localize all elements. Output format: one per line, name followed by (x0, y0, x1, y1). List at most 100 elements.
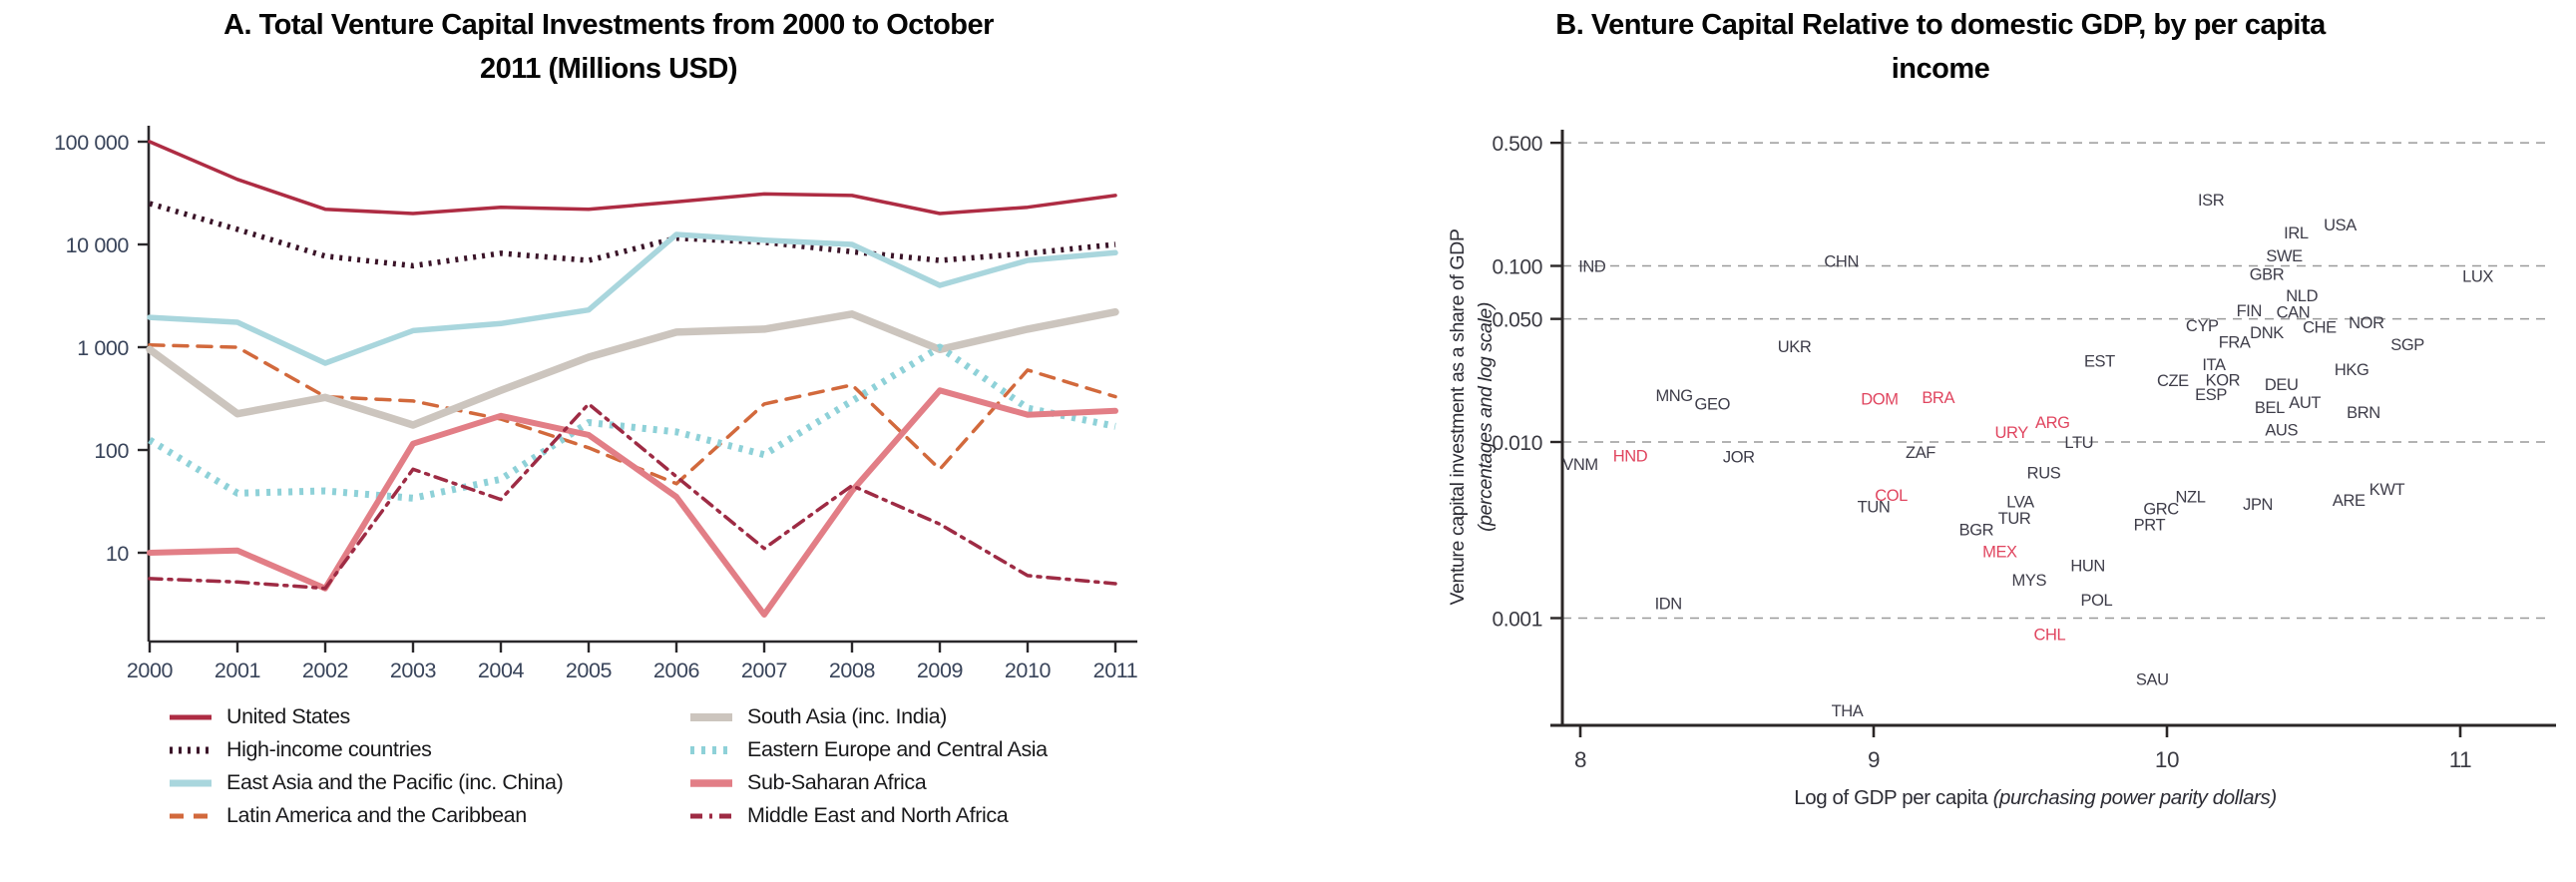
country-label-SAU: SAU (2136, 671, 2169, 689)
panel-a-line-chart: 100 000 10 000 1 000 100 10 2000 2001 2002 2003 2… (0, 118, 1292, 693)
country-label-CHL: CHL (2033, 627, 2065, 645)
panel-b-y-tick-label: 0.001 (1492, 609, 1542, 632)
series-line-south-asia-inc-india (146, 307, 1119, 429)
country-label-ITA: ITA (2202, 356, 2226, 374)
country-label-LTU: LTU (2064, 434, 2093, 452)
panel-a-x-tick-label: 2001 (215, 659, 260, 682)
legend-item-east-asia-and-the-pacific-inc-china: East Asia and the Pacific (inc. China) (168, 770, 688, 795)
country-label-CYP: CYP (2186, 317, 2219, 335)
panel-a-x-tick-label: 2003 (390, 659, 437, 682)
country-label-USA: USA (2324, 217, 2357, 234)
country-label-KWT: KWT (2369, 481, 2405, 499)
panel-a-legend-column-1: United States High-income countries East A… (168, 704, 688, 828)
legend-item-eastern-europe-and-central-asia: Eastern Europe and Central Asia (688, 737, 1048, 762)
country-label-DOM: DOM (1861, 391, 1898, 409)
country-label-UKR: UKR (1778, 338, 1812, 356)
legend-swatch-icon-east-asia-and-the-pacific-inc-china (170, 779, 212, 786)
legend-label-south-asia-inc-india: South Asia (inc. India) (747, 704, 947, 728)
country-label-FRA: FRA (2219, 334, 2251, 352)
series-line-high-income-countries (149, 201, 1116, 269)
country-label-BEL: BEL (2255, 399, 2285, 417)
panel-b-scatter-chart: 0.500 0.100 0.050 0.010 0.001 8 9 10 11 IND CHN UKR… (1297, 118, 2576, 827)
country-label-PRT: PRT (2134, 517, 2166, 535)
country-label-LVA: LVA (2006, 494, 2034, 512)
legend-swatch-icon-sub-saharan-africa (690, 778, 732, 787)
panel-a-x-tick-label: 2009 (917, 659, 963, 682)
country-label-IDN: IDN (1655, 595, 1682, 613)
panel-a-legend-column-2: South Asia (inc. India) Eastern Europe an… (688, 704, 1048, 828)
country-label-HKG: HKG (2335, 361, 2369, 379)
country-label-TUN: TUN (1858, 499, 1891, 517)
panel-a-x-tick-label: 2002 (302, 659, 348, 682)
legend-swatch-icon-latin-america-and-the-caribbean (170, 813, 212, 818)
legend-item-sub-saharan-africa: Sub-Saharan Africa (688, 770, 1048, 795)
country-label-AUS: AUS (2265, 421, 2298, 439)
panel-b-title: B. Venture Capital Relative to domestic … (1347, 4, 2534, 91)
country-label-THA: THA (1832, 702, 1864, 720)
panel-b-x-tick-label: 10 (2155, 747, 2179, 772)
series-line-middle-east-and-north-africa (148, 402, 1117, 591)
panel-b-title-line2: income (1891, 52, 1990, 85)
country-label-JOR: JOR (1723, 448, 1755, 466)
panel-a-x-tick-label: 2010 (1005, 659, 1052, 682)
country-label-HUN: HUN (2070, 557, 2105, 575)
panel-b-x-tick-label: 8 (1574, 747, 1586, 772)
country-label-NLD: NLD (2286, 287, 2318, 305)
country-label-VNM: VNM (1562, 456, 1597, 474)
country-label-NZL: NZL (2176, 489, 2206, 507)
panel-a-y-tick-label: 100 (94, 439, 129, 463)
country-label-AUT: AUT (2289, 394, 2321, 412)
series-line-east-asia-and-the-pacific-inc-china (147, 231, 1118, 366)
country-label-ESP: ESP (2195, 386, 2227, 404)
panel-a-y-tick-label: 10 000 (66, 233, 130, 257)
legend-swatch-icon-south-asia-inc-india (690, 712, 732, 721)
panel-a: A. Total Venture Capital Investments fro… (0, 4, 1292, 828)
country-label-ARE: ARE (2333, 492, 2365, 510)
country-label-FIN: FIN (2237, 302, 2262, 320)
country-label-BGR: BGR (1959, 521, 1994, 539)
country-label-CHN: CHN (1824, 252, 1859, 270)
country-label-GBR: GBR (2250, 266, 2285, 284)
panel-b-x-tick-label: 9 (1868, 747, 1880, 772)
legend-item-united-states: United States (168, 704, 688, 729)
country-label-TUR: TUR (1998, 510, 2031, 528)
legend-label-sub-saharan-africa: Sub-Saharan Africa (747, 770, 927, 794)
panel-a-plot-svg: 100 000 10 000 1 000 100 10 2000 2001 2002 2003 2… (54, 126, 1138, 682)
country-label-IRL: IRL (2284, 224, 2309, 242)
legend-item-latin-america-and-the-caribbean: Latin America and the Caribbean (168, 803, 688, 828)
series-line-sub-saharan-africa (147, 387, 1118, 618)
panel-b-y-tick-label: 0.500 (1492, 133, 1542, 156)
panel-b: B. Venture Capital Relative to domestic … (1297, 0, 2576, 882)
country-label-EST: EST (2084, 352, 2115, 370)
panel-a-y-tick-label: 10 (106, 542, 130, 566)
country-label-URY: URY (1995, 424, 2029, 442)
legend-label-middle-east-and-north-africa: Middle East and North Africa (747, 803, 1009, 827)
legend-item-south-asia-inc-india: South Asia (inc. India) (688, 704, 1048, 729)
country-label-MNG: MNG (1655, 387, 1692, 405)
country-label-KOR: KOR (2206, 372, 2241, 390)
country-label-MEX: MEX (1982, 543, 2017, 561)
legend-item-middle-east-and-north-africa: Middle East and North Africa (688, 803, 1048, 828)
series-line-eastern-europe-and-central-asia (148, 343, 1116, 502)
panel-a-x-tick-label: 2007 (741, 659, 787, 682)
panel-b-y-tick-label: 0.010 (1492, 432, 1542, 455)
country-label-COL: COL (1875, 487, 1908, 505)
country-label-DEU: DEU (2265, 376, 2299, 394)
country-label-IND: IND (1578, 258, 1606, 276)
legend-swatch-icon-united-states (170, 714, 212, 719)
country-label-JPN: JPN (2243, 496, 2273, 514)
panel-a-x-tick-label: 2005 (566, 659, 613, 682)
country-label-ARG: ARG (2035, 414, 2070, 432)
country-label-GEO: GEO (1695, 396, 1731, 414)
panel-b-title-line1: B. Venture Capital Relative to domestic … (1555, 9, 2326, 41)
legend-swatch-icon-middle-east-and-north-africa (690, 813, 732, 818)
panel-a-title: A. Total Venture Capital Investments fro… (40, 4, 1177, 91)
country-label-SWE: SWE (2266, 247, 2303, 265)
panel-b-x-axis-label: Log of GDP per capita (purchasing power … (1794, 786, 2277, 809)
legend-label-eastern-europe-and-central-asia: Eastern Europe and Central Asia (747, 737, 1048, 761)
country-label-ISR: ISR (2198, 192, 2225, 210)
country-label-GRC: GRC (2143, 501, 2179, 519)
country-label-BRA: BRA (1922, 389, 1954, 407)
country-label-LUX: LUX (2462, 267, 2493, 285)
